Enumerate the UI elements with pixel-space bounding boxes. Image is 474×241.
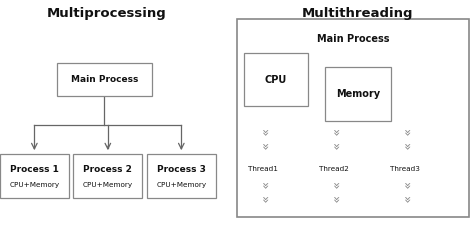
FancyBboxPatch shape	[73, 154, 142, 198]
FancyBboxPatch shape	[325, 67, 391, 120]
FancyBboxPatch shape	[0, 154, 69, 198]
Text: »: »	[328, 196, 341, 204]
Text: CPU+Memory: CPU+Memory	[156, 182, 206, 188]
Text: »: »	[256, 143, 270, 151]
Text: »: »	[256, 182, 270, 189]
Text: Multithreading: Multithreading	[302, 7, 414, 20]
Text: Memory: Memory	[336, 89, 380, 99]
Text: Main Process: Main Process	[317, 34, 389, 44]
Text: »: »	[256, 129, 270, 136]
Text: »: »	[328, 129, 341, 136]
FancyBboxPatch shape	[244, 53, 308, 106]
Text: CPU+Memory: CPU+Memory	[83, 182, 133, 188]
Text: »: »	[256, 196, 270, 204]
Text: »: »	[399, 143, 412, 151]
Text: CPU+Memory: CPU+Memory	[9, 182, 59, 188]
FancyBboxPatch shape	[147, 154, 216, 198]
Text: Multiprocessing: Multiprocessing	[47, 7, 166, 20]
Text: Thread3: Thread3	[390, 166, 420, 172]
Text: »: »	[399, 129, 412, 136]
Text: »: »	[328, 182, 341, 189]
Text: Process 3: Process 3	[157, 165, 206, 174]
Text: Process 1: Process 1	[10, 165, 59, 174]
Text: Process 2: Process 2	[83, 165, 132, 174]
Text: »: »	[399, 182, 412, 189]
Text: »: »	[328, 143, 341, 151]
Text: Thread1: Thread1	[248, 166, 278, 172]
FancyBboxPatch shape	[57, 63, 152, 96]
Text: Main Process: Main Process	[71, 75, 138, 84]
Text: CPU: CPU	[265, 74, 287, 85]
FancyBboxPatch shape	[237, 19, 469, 217]
Text: »: »	[399, 196, 412, 204]
Text: Thread2: Thread2	[319, 166, 349, 172]
